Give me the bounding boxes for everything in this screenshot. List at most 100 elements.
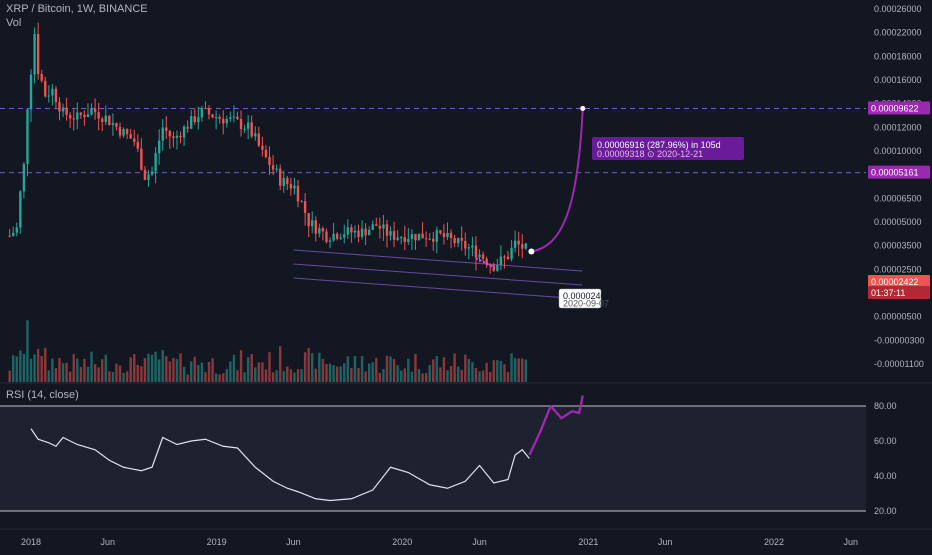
volume-bar (36, 349, 40, 382)
candle-body (367, 229, 371, 236)
candle-body (524, 243, 528, 249)
volume-bar (318, 352, 321, 382)
candle-body (44, 80, 47, 97)
candle-body (471, 245, 474, 248)
projection-change-label: 0.00006916 (287.96%) in 105d (597, 140, 721, 150)
volume-bar (232, 354, 236, 382)
volume-bar (353, 356, 357, 382)
rsi-projection-line[interactable] (528, 395, 584, 456)
candle-body (350, 227, 353, 233)
time-tick-label: Jun (658, 537, 673, 547)
volume-bar (432, 359, 435, 382)
candle-body (314, 220, 317, 234)
candle-body (229, 117, 232, 119)
candle-body (79, 112, 83, 115)
candle-body (157, 140, 161, 154)
volume-bar (289, 369, 293, 382)
volume-bar (147, 353, 150, 382)
candle-body (353, 230, 357, 233)
candle-body (506, 256, 510, 260)
volume-bar (33, 354, 36, 382)
volume-bar (328, 363, 332, 382)
volume-bar (521, 358, 524, 382)
candle-body (407, 238, 410, 243)
volume-bar (382, 369, 385, 382)
time-tick-label: 2022 (764, 537, 784, 547)
candle-body (275, 168, 278, 170)
candle-body (389, 231, 392, 236)
level-price-badge-bg (868, 165, 930, 179)
candle-body (303, 201, 307, 214)
projection-end-point[interactable] (580, 105, 586, 111)
candle-body (432, 238, 435, 242)
candle-body (400, 237, 403, 239)
candle-body (318, 228, 321, 234)
volume-bar (414, 354, 417, 382)
volume-bar (79, 366, 83, 382)
projection-target-label: 0.00009318 ⊙ 2020-12-21 (597, 149, 703, 159)
candle-body (236, 116, 239, 120)
candle-body (335, 233, 339, 239)
price-tick-label: 0.00002500 (874, 264, 922, 274)
volume-bar (133, 354, 136, 382)
candle-body (464, 240, 467, 249)
time-tick-label: Jun (101, 537, 116, 547)
candle-body (93, 108, 97, 113)
volume-bar (26, 320, 29, 382)
price-tick-label: 0.00000500 (874, 312, 922, 322)
volume-bar (300, 369, 303, 382)
countdown-badge: 01:37:11 (871, 288, 905, 298)
candle-body (343, 234, 346, 238)
price-tick-label: 0.00026000 (874, 4, 922, 14)
projection-start-point[interactable] (528, 248, 535, 255)
candle-body (328, 240, 332, 242)
candle-body (360, 228, 364, 238)
channel-line[interactable] (293, 277, 583, 300)
volume-bar (239, 350, 243, 382)
volume-bar (421, 373, 424, 382)
volume-bar (460, 369, 463, 382)
candle-body (125, 129, 129, 134)
volume-bar (506, 372, 510, 382)
projection-curve[interactable] (531, 108, 584, 253)
volume-bar (303, 352, 307, 382)
candle-body (136, 141, 140, 149)
volume-bar (97, 367, 100, 382)
candle-body (165, 127, 168, 131)
rsi-line[interactable] (30, 428, 530, 502)
candle-body (311, 220, 314, 227)
volume-bar (243, 372, 246, 382)
volume-bar (125, 371, 129, 382)
volume-bar (403, 368, 406, 382)
volume-bar (214, 373, 218, 382)
volume-bar (47, 370, 51, 382)
volume-bar (61, 363, 65, 382)
candle-body (76, 112, 79, 120)
candle-body (179, 135, 182, 138)
candle-body (346, 227, 350, 235)
volume-bar (499, 360, 503, 382)
candle-body (439, 230, 442, 234)
price-tick-label: -0.00001100 (874, 359, 924, 369)
candle-body (460, 237, 463, 241)
volume-bar (343, 363, 346, 382)
volume-bar (321, 359, 325, 382)
volume-bar (204, 372, 207, 382)
volume-bar (464, 354, 467, 382)
candle-body (68, 114, 72, 119)
volume-bar (400, 370, 403, 382)
projection-box[interactable] (592, 137, 744, 160)
channel-line[interactable] (293, 263, 583, 286)
volume-bar (264, 369, 268, 382)
price-tick-label: 0.00003500 (874, 241, 922, 251)
channel-line[interactable] (293, 249, 583, 272)
candle-body (190, 116, 193, 129)
candle-body (421, 233, 424, 239)
candle-body (193, 116, 196, 122)
volume-bar (157, 359, 161, 382)
price-tick-label: 0.00022000 (874, 28, 922, 38)
volume-bar (286, 366, 289, 382)
candle-body (250, 122, 253, 137)
volume-bar (104, 354, 107, 382)
